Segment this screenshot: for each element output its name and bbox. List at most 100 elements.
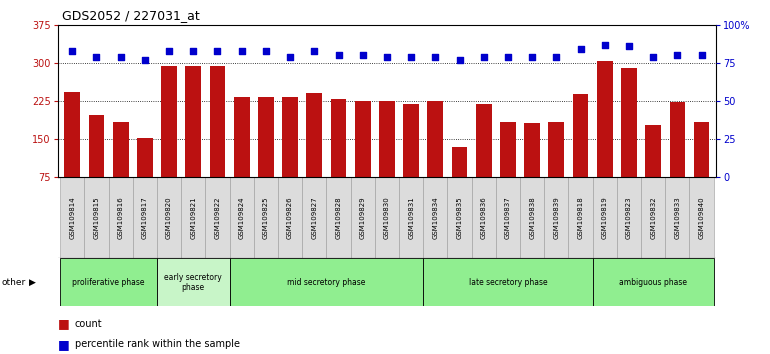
Bar [209,66,226,215]
Bar [399,177,424,258]
Text: GSM109830: GSM109830 [384,196,390,239]
Text: mid secretory phase: mid secretory phase [287,278,366,287]
Text: GSM109833: GSM109833 [675,196,681,239]
Bar [375,177,399,258]
Point [647,54,659,59]
Bar [65,92,80,215]
Text: GSM109822: GSM109822 [215,196,220,239]
Point [211,48,223,53]
Bar [427,101,444,215]
Point [284,54,296,59]
Point [187,48,199,53]
Bar [424,258,593,306]
Text: GSM109828: GSM109828 [336,196,342,239]
Text: GSM109816: GSM109816 [118,196,124,239]
Point [574,46,587,52]
Text: ■: ■ [58,318,69,330]
Text: GSM109831: GSM109831 [408,196,414,239]
Bar [234,97,249,215]
Bar [60,177,85,258]
Point [477,54,490,59]
Text: GSM109838: GSM109838 [529,196,535,239]
Bar [573,94,588,215]
Bar [476,104,491,215]
Text: late secretory phase: late secretory phase [469,278,547,287]
Bar [229,177,254,258]
Bar [593,258,714,306]
Point [623,43,635,49]
Point [259,48,272,53]
Bar [694,122,709,215]
Text: ambiguous phase: ambiguous phase [619,278,687,287]
Point [454,57,466,63]
Text: GSM109825: GSM109825 [263,196,269,239]
Bar [524,123,540,215]
Bar [157,258,229,306]
Point [551,54,563,59]
Point [429,54,441,59]
Bar [278,177,302,258]
Bar [60,258,157,306]
Text: GSM109826: GSM109826 [287,196,293,239]
Bar [403,104,419,215]
Text: GSM109823: GSM109823 [626,196,632,239]
Bar [181,177,206,258]
Text: ▶: ▶ [29,278,36,287]
Point [163,48,176,53]
Point [357,52,369,58]
Text: GSM109832: GSM109832 [650,196,656,239]
Text: GSM109820: GSM109820 [166,196,172,239]
Point [526,54,538,59]
Bar [641,177,665,258]
Bar [306,93,322,215]
Bar [132,177,157,258]
Bar [85,177,109,258]
Bar [186,66,201,215]
Bar [593,177,617,258]
Bar [424,177,447,258]
Point [502,54,514,59]
Bar [597,61,613,215]
Point [695,52,708,58]
Text: GSM109814: GSM109814 [69,196,75,239]
Text: GSM109815: GSM109815 [93,196,99,239]
Text: count: count [75,319,102,329]
Text: GSM109839: GSM109839 [554,196,559,239]
Bar [89,115,105,215]
Bar [326,177,350,258]
Point [380,54,393,59]
Bar [669,102,685,215]
Text: GSM109827: GSM109827 [311,196,317,239]
Text: GSM109837: GSM109837 [505,196,511,239]
Bar [229,258,424,306]
Bar [452,147,467,215]
Bar [161,66,177,215]
Text: GSM109821: GSM109821 [190,196,196,239]
Bar [520,177,544,258]
Point [236,48,248,53]
Text: other: other [2,278,25,287]
Bar [472,177,496,258]
Point [308,48,320,53]
Bar [379,101,395,215]
Bar [350,177,375,258]
Bar [355,101,370,215]
Bar [330,99,346,215]
Bar [548,122,564,215]
Bar [109,177,132,258]
Bar [568,177,593,258]
Text: ■: ■ [58,338,69,350]
Bar [500,122,516,215]
Text: GSM109836: GSM109836 [480,196,487,239]
Bar [665,177,689,258]
Text: GSM109829: GSM109829 [360,196,366,239]
Bar [254,177,278,258]
Bar [617,177,641,258]
Point [139,57,151,63]
Bar [496,177,520,258]
Bar [447,177,472,258]
Bar [302,177,326,258]
Point [90,54,102,59]
Text: GSM109819: GSM109819 [602,196,608,239]
Bar [645,125,661,215]
